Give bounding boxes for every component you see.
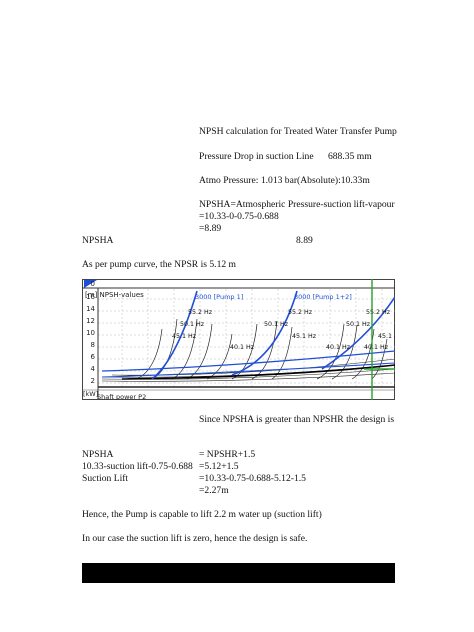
npsha-formula: NPSHA=Atmospheric Pressure-suction lift-… (199, 199, 395, 210)
y-tick-label: 12 (86, 317, 95, 325)
series-pump12-curve-right (321, 296, 396, 370)
y-tick-label: 8 (91, 341, 95, 349)
row-1-left: 10.33-suction lift-0.75-0.688 (82, 461, 193, 472)
conclusion-line: Since NPSHA is greater than NPSHR the de… (199, 414, 395, 425)
y-tick-label: 0 (91, 280, 95, 288)
shaft-power-label: Shaft power P2 (97, 393, 146, 400)
npsh-curve (251, 320, 278, 380)
curve-frequency-label: 50.1 Hz (346, 321, 371, 328)
pump-curve-note: As per pump curve, the NPSR is 5.12 m (82, 259, 237, 270)
curve-frequency-label: 45.1 Hz (378, 333, 395, 340)
y-tick-label: 6 (91, 353, 96, 361)
y-tick-label: 16 (86, 293, 95, 301)
series-label: 3000 [Pump 1+2] (294, 293, 352, 301)
curve-frequency-label: 40.1 Hz (364, 344, 389, 351)
npsh-chart: 0 14 12 10 8 6 4 2 16 [kW] [m] NPSH-values Shaft po… (82, 279, 403, 401)
calc-line-2: =8.89 (199, 223, 222, 234)
chart-svg: 0 14 12 10 8 6 4 2 16 [kW] [m] NPSH-values Shaft po… (82, 279, 403, 401)
y-tick-label: 14 (86, 305, 95, 313)
doc-title: NPSH calculation for Treated Water Trans… (199, 126, 397, 137)
curve-frequency-label: 40.1 Hz (230, 344, 255, 351)
npsha-value: 8.89 (296, 235, 313, 246)
series-label: 3000 [Pump 1] (195, 293, 243, 301)
series-pump1-curve (151, 290, 198, 380)
row-1-right: =5.12+1.5 (199, 461, 239, 472)
conclusion-clip: Since NPSHA is greater than NPSHR the de… (199, 414, 395, 428)
curve-frequency-label: 45.1 Hz (292, 333, 317, 340)
y-tick-label: 10 (86, 329, 95, 337)
curve-frequency-label: 55.2 Hz (288, 309, 313, 316)
npsh-blue-flat-2 (101, 362, 396, 378)
npsh-curve (351, 328, 375, 380)
row-0-right: = NPSHR+1.5 (199, 449, 256, 460)
row-2-right: =10.33-0.75-0.688-5.12-1.5 (199, 473, 306, 484)
curve-frequency-label: 50.1 Hz (264, 321, 289, 328)
npsh-curve (331, 324, 358, 380)
shaft-power-curve (121, 364, 396, 380)
efficiency-curve (101, 372, 396, 382)
y-tick-label: 2 (91, 377, 95, 385)
final-line: In our case the suction lift is zero, he… (82, 533, 308, 544)
atmo-pressure-line: Atmo Pressure: 1.013 bar(Absolute):10.33… (199, 175, 370, 186)
npsh-blue-flat (101, 350, 396, 372)
calc-line-1: =10.33-0-0.75-0.688 (199, 211, 279, 222)
pressure-drop-line: Pressure Drop in suction Line 688.35 mm (199, 151, 372, 162)
black-bar (82, 563, 395, 583)
npsha-formula-clip: NPSHA=Atmospheric Pressure-suction lift-… (199, 199, 395, 213)
corner-marker (84, 280, 97, 288)
row-2-left: Suction Lift (82, 473, 129, 484)
curve-frequency-label: 50.1 Hz (180, 321, 205, 328)
curve-frequency-label: 55.2 Hz (366, 309, 391, 316)
curve-frequency-label: 45.1 Hz (172, 333, 197, 340)
row-0-left: NPSHA (82, 449, 114, 460)
chart-ylabel: [m] NPSH-values (85, 291, 144, 299)
npsha-label: NPSHA (82, 235, 114, 246)
curve-frequency-label: 40.1 Hz (326, 344, 351, 351)
curve-frequency-label: 55.2 Hz (188, 309, 213, 316)
y-tick-label: 4 (91, 365, 96, 373)
row-3-right: =2.27m (199, 485, 229, 496)
y-tick-label: [kW] (83, 390, 98, 398)
hence-line: Hence, the Pump is capable to lift 2.2 m… (82, 509, 322, 520)
